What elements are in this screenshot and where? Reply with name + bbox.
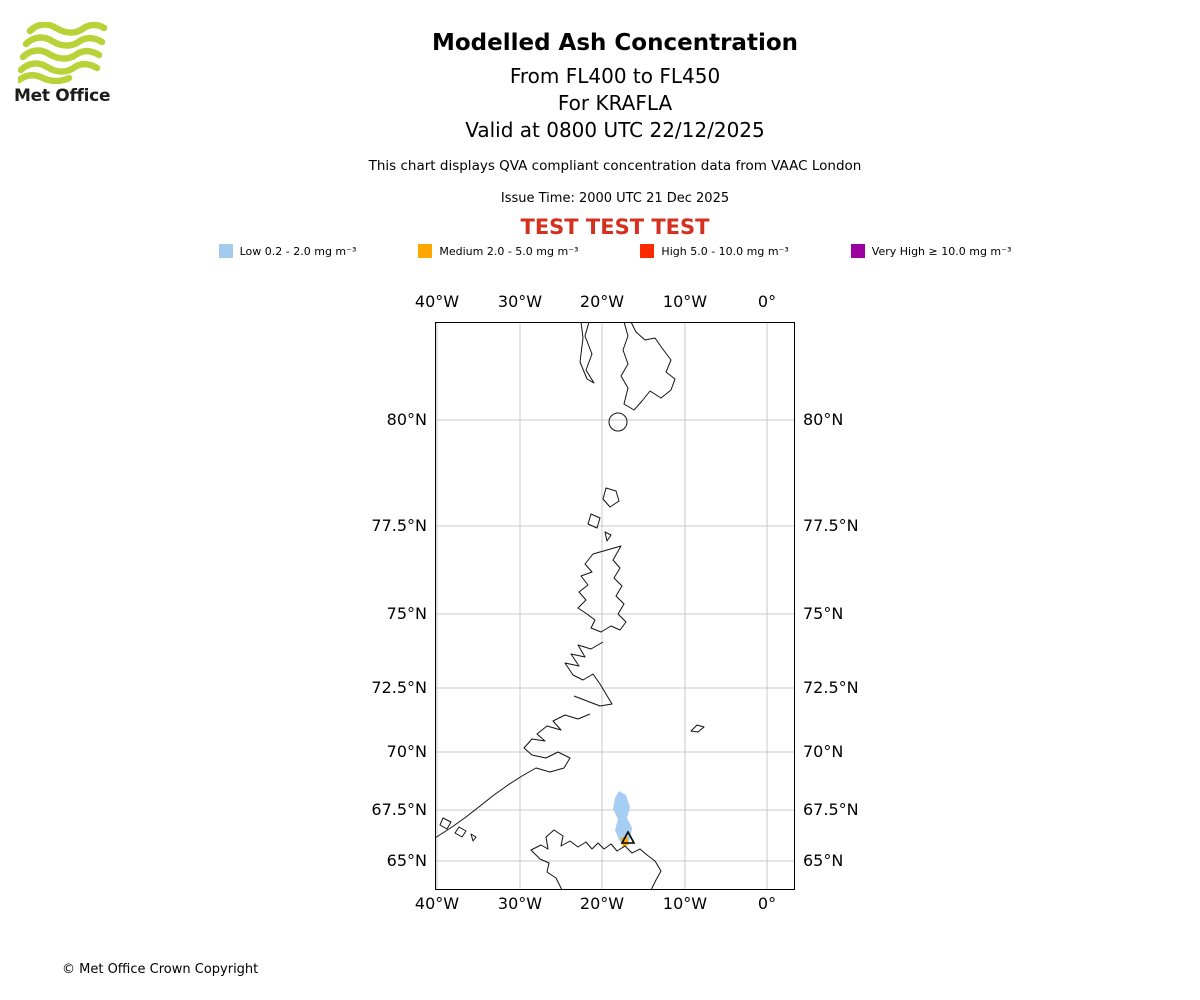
page-title: Modelled Ash Concentration (431, 30, 799, 56)
y-tick-left: 75°N (386, 604, 427, 623)
y-tick-right: 67.5°N (803, 800, 859, 819)
legend-label-high: High 5.0 - 10.0 mg m⁻³ (661, 244, 789, 258)
y-tick-right: 77.5°N (803, 516, 859, 535)
y-tick-left: 70°N (386, 742, 427, 761)
copyright-notice: © Met Office Crown Copyright (62, 962, 259, 977)
legend-label-very-high: Very High ≥ 10.0 mg m⁻³ (871, 244, 1012, 258)
x-tick-top: 10°W (662, 292, 708, 311)
legend-swatch-high (640, 244, 655, 258)
y-tick-right: 72.5°N (803, 678, 859, 697)
y-tick-left: 65°N (386, 851, 427, 870)
y-tick-right: 70°N (803, 742, 844, 761)
y-tick-left: 72.5°N (371, 678, 427, 697)
x-tick-top: 30°W (497, 292, 543, 311)
x-tick-bottom: 0° (757, 894, 777, 913)
met-office-waves-icon (18, 22, 108, 84)
x-tick-top: 40°W (414, 292, 460, 311)
graticule (435, 322, 795, 890)
met-office-logo: Met Office (14, 22, 134, 106)
x-tick-bottom: 10°W (662, 894, 708, 913)
coastlines (434, 321, 705, 891)
legend-swatch-very-high (850, 244, 865, 258)
legend-item-high: High 5.0 - 10.0 mg m⁻³ (640, 244, 789, 258)
test-banner: TEST TEST TEST (520, 215, 710, 239)
y-tick-right: 75°N (803, 604, 844, 623)
y-tick-left: 77.5°N (371, 516, 427, 535)
qva-note: This chart displays QVA compliant concen… (368, 158, 862, 174)
ash-patch-medium (621, 836, 629, 848)
x-tick-top: 0° (757, 292, 777, 311)
issue-time: Issue Time: 2000 UTC 21 Dec 2025 (500, 191, 730, 206)
y-tick-left: 80°N (386, 410, 427, 429)
legend-swatch-medium (418, 244, 433, 258)
legend: Low 0.2 - 2.0 mg m⁻³ Medium 2.0 - 5.0 mg… (30, 244, 1200, 258)
map-canvas (434, 321, 795, 891)
x-tick-bottom: 20°W (579, 894, 625, 913)
map-border (435, 322, 795, 890)
y-tick-left: 67.5°N (371, 800, 427, 819)
legend-label-medium: Medium 2.0 - 5.0 mg m⁻³ (439, 244, 579, 258)
y-tick-right: 80°N (803, 410, 844, 429)
legend-swatch-low (218, 244, 233, 258)
x-tick-top: 20°W (579, 292, 625, 311)
legend-item-very-high: Very High ≥ 10.0 mg m⁻³ (850, 244, 1012, 258)
map-panel (434, 321, 795, 891)
subtitle-volcano: For KRAFLA (557, 91, 673, 115)
x-tick-bottom: 30°W (497, 894, 543, 913)
legend-item-low: Low 0.2 - 2.0 mg m⁻³ (218, 244, 357, 258)
subtitle-valid-time: Valid at 0800 UTC 22/12/2025 (465, 118, 765, 142)
legend-item-medium: Medium 2.0 - 5.0 mg m⁻³ (418, 244, 578, 258)
met-office-wordmark: Met Office (14, 86, 111, 106)
x-tick-bottom: 40°W (414, 894, 460, 913)
subtitle-flight-levels: From FL400 to FL450 (509, 64, 721, 88)
y-tick-right: 65°N (803, 851, 844, 870)
legend-label-low: Low 0.2 - 2.0 mg m⁻³ (239, 244, 357, 258)
volcano-marker-icon (620, 830, 636, 844)
